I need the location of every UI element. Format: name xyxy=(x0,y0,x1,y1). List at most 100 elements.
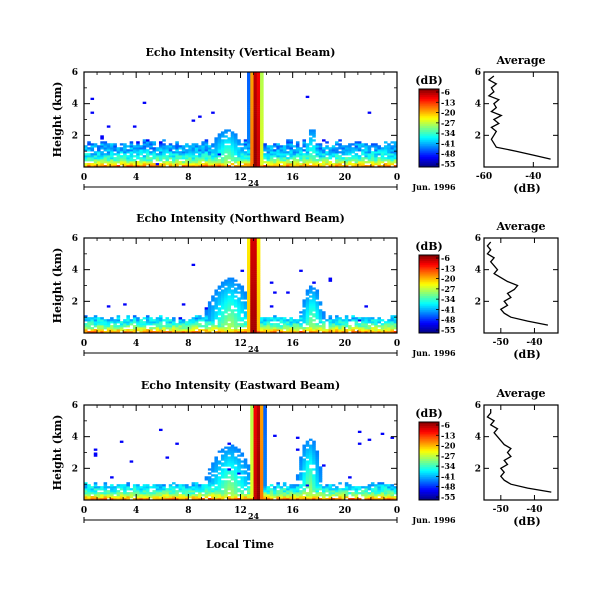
heatmap-cell xyxy=(250,141,254,144)
heatmap-cell xyxy=(142,327,147,330)
heatmap-cell xyxy=(318,466,323,469)
heatmap-cell xyxy=(260,91,264,95)
heatmap-cell xyxy=(247,155,251,158)
heatmap-cell xyxy=(247,143,251,146)
heatmap-cell xyxy=(214,159,218,162)
heatmap-cell xyxy=(256,135,261,138)
heatmap-cell xyxy=(341,327,346,330)
heatmap-cell xyxy=(103,141,108,144)
heatmap-cell xyxy=(266,331,271,334)
heatmap-cell xyxy=(292,155,297,158)
heatmap-cell xyxy=(204,319,209,322)
heatmap-cell xyxy=(132,317,137,320)
heatmap-cell xyxy=(145,317,150,320)
heatmap-cell xyxy=(220,303,225,306)
heatmap-cell xyxy=(260,474,264,477)
heatmap-cell xyxy=(263,434,267,437)
heatmap-cell xyxy=(253,494,258,497)
heatmap-cell xyxy=(207,321,212,324)
heatmap-cell xyxy=(217,141,222,144)
heatmap-cell xyxy=(263,474,267,477)
heatmap-cell xyxy=(253,101,258,104)
heatmap-cell xyxy=(237,313,241,316)
heatmap-cell xyxy=(308,131,313,134)
heatmap-cell xyxy=(276,165,280,168)
heatmap-cell xyxy=(253,159,258,162)
heatmap-cell xyxy=(188,145,192,148)
heatmap-cell xyxy=(84,159,88,162)
heatmap-cell xyxy=(335,317,339,320)
heatmap-cell xyxy=(253,251,258,255)
heatmap-cell xyxy=(233,299,238,302)
heatmap-cell xyxy=(256,163,261,166)
heatmap-cell xyxy=(295,147,300,150)
heatmap-cell xyxy=(181,325,186,328)
heatmap-cell xyxy=(357,486,362,489)
heatmap-cell xyxy=(390,486,395,489)
heatmap-cell xyxy=(322,327,326,330)
heatmap-cell xyxy=(380,149,385,152)
heatmap-cell xyxy=(250,77,254,81)
heatmap-cell xyxy=(185,321,189,324)
heatmap-cell xyxy=(354,498,359,501)
heatmap-cell xyxy=(116,329,121,332)
heatmap-cell xyxy=(253,93,258,97)
heatmap-cell xyxy=(256,285,261,288)
heatmap-cell xyxy=(312,476,316,479)
heatmap-cell xyxy=(162,153,166,156)
x-tick-label: 4 xyxy=(133,339,139,349)
colorbar-frame xyxy=(418,254,440,334)
heatmap-cell xyxy=(149,321,153,324)
heatmap-cell xyxy=(383,141,388,144)
heatmap-cell xyxy=(263,424,267,428)
heatmap-cell xyxy=(247,137,251,140)
heatmap-cell xyxy=(253,492,258,495)
heatmap-cell xyxy=(387,492,391,495)
heatmap-cell xyxy=(390,147,395,150)
heatmap-cell xyxy=(260,466,264,469)
heatmap-cell xyxy=(250,93,254,97)
heatmap-cell xyxy=(247,249,251,253)
colorbar-band xyxy=(419,131,439,135)
heatmap-cell xyxy=(256,408,261,412)
heatmap-cell xyxy=(113,159,117,162)
heatmap-cell xyxy=(315,331,320,334)
heatmap-cell xyxy=(224,484,228,487)
heatmap-cell xyxy=(207,472,212,475)
heatmap-cell xyxy=(282,163,287,166)
heatmap-cell xyxy=(260,436,264,439)
heatmap-cell xyxy=(341,488,346,491)
heatmap-cell xyxy=(139,329,143,332)
heatmap-cell xyxy=(230,141,235,144)
profile-y-tick-label: 4 xyxy=(475,433,481,443)
heatmap-cell xyxy=(243,145,248,148)
heatmap-cell xyxy=(279,331,284,334)
heatmap-cell xyxy=(220,159,225,162)
heatmap-cell xyxy=(100,494,104,497)
heatmap-cell xyxy=(312,157,316,160)
heatmap-cell xyxy=(260,482,264,485)
heatmap-cell xyxy=(312,309,316,312)
heatmap-cell xyxy=(136,490,140,493)
heatmap-cell xyxy=(230,474,235,477)
heatmap-cell xyxy=(191,317,196,320)
heatmap-cell xyxy=(308,470,313,473)
heatmap-cell xyxy=(250,73,254,77)
heatmap-cell xyxy=(348,161,352,164)
colorbar-band xyxy=(419,431,439,434)
heatmap-cell xyxy=(162,147,166,150)
heatmap-cell xyxy=(256,165,261,168)
heatmap-cell xyxy=(250,486,254,489)
heatmap-cell xyxy=(237,488,241,491)
heatmap-cell xyxy=(279,159,284,162)
heatmap-cell xyxy=(305,147,310,150)
heatmap-cell xyxy=(132,321,137,324)
heatmap-cell xyxy=(256,327,261,330)
heatmap-cell xyxy=(370,165,375,168)
x-tick-label: 16 xyxy=(286,339,299,349)
heatmap-cell xyxy=(305,456,310,459)
heatmap-cell xyxy=(367,331,372,334)
heatmap-cell xyxy=(132,498,137,501)
heatmap-cell xyxy=(370,143,375,146)
heatmap-cell xyxy=(289,498,293,501)
